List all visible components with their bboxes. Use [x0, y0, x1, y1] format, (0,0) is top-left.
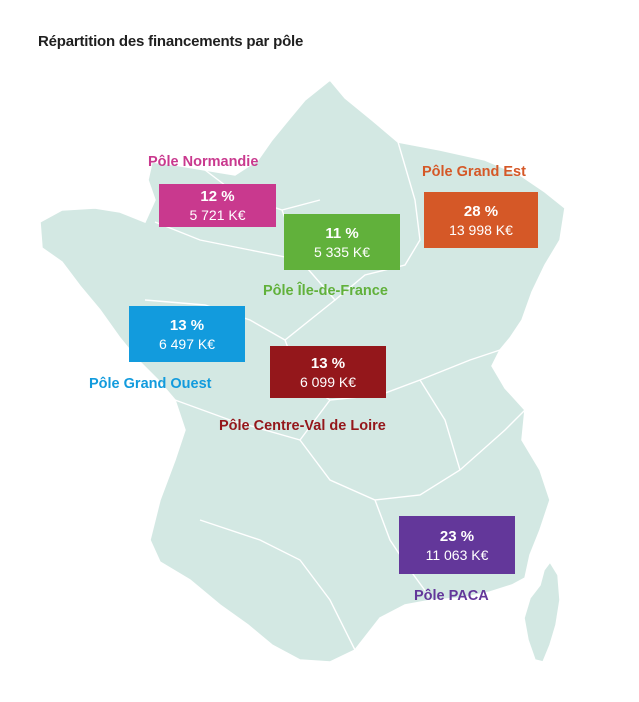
pole-normandie-box: 12 % 5 721 K€	[159, 184, 276, 227]
pole-grand-est-amount: 13 998 K€	[449, 221, 513, 238]
corsica-shape	[523, 560, 561, 663]
pole-normandie-percent: 12 %	[200, 188, 235, 205]
pole-grand-ouest-label: Pôle Grand Ouest	[89, 376, 212, 392]
pole-grand-ouest-box: 13 % 6 497 K€	[129, 306, 245, 362]
page-title: Répartition des financements par pôle	[38, 33, 304, 50]
pole-normandie-label: Pôle Normandie	[148, 154, 259, 170]
pole-paca-percent: 23 %	[439, 527, 475, 545]
pole-centre-label: Pôle Centre-Val de Loire	[219, 418, 386, 434]
pole-normandie-amount: 5 721 K€	[189, 207, 246, 223]
pole-paca-label: Pôle PACA	[414, 588, 489, 604]
pole-idf-amount: 5 335 K€	[313, 243, 371, 260]
pole-idf-label: Pôle Île-de-France	[263, 283, 388, 299]
pole-centre-amount: 6 099 K€	[299, 373, 357, 390]
pole-centre-box: 13 % 6 099 K€	[270, 346, 386, 398]
pole-grand-ouest-amount: 6 497 K€	[158, 335, 216, 352]
pole-idf-box: 11 % 5 335 K€	[284, 214, 400, 270]
pole-grand-est-percent: 28 %	[463, 202, 499, 220]
pole-grand-ouest-percent: 13 %	[169, 316, 205, 334]
pole-idf-percent: 11 %	[325, 224, 359, 242]
pole-grand-est-label: Pôle Grand Est	[422, 164, 526, 180]
pole-grand-est-box: 28 % 13 998 K€	[424, 192, 538, 248]
pole-paca-amount: 11 063 K€	[425, 546, 489, 563]
pole-paca-box: 23 % 11 063 K€	[399, 516, 515, 574]
pole-centre-percent: 13 %	[310, 354, 346, 372]
